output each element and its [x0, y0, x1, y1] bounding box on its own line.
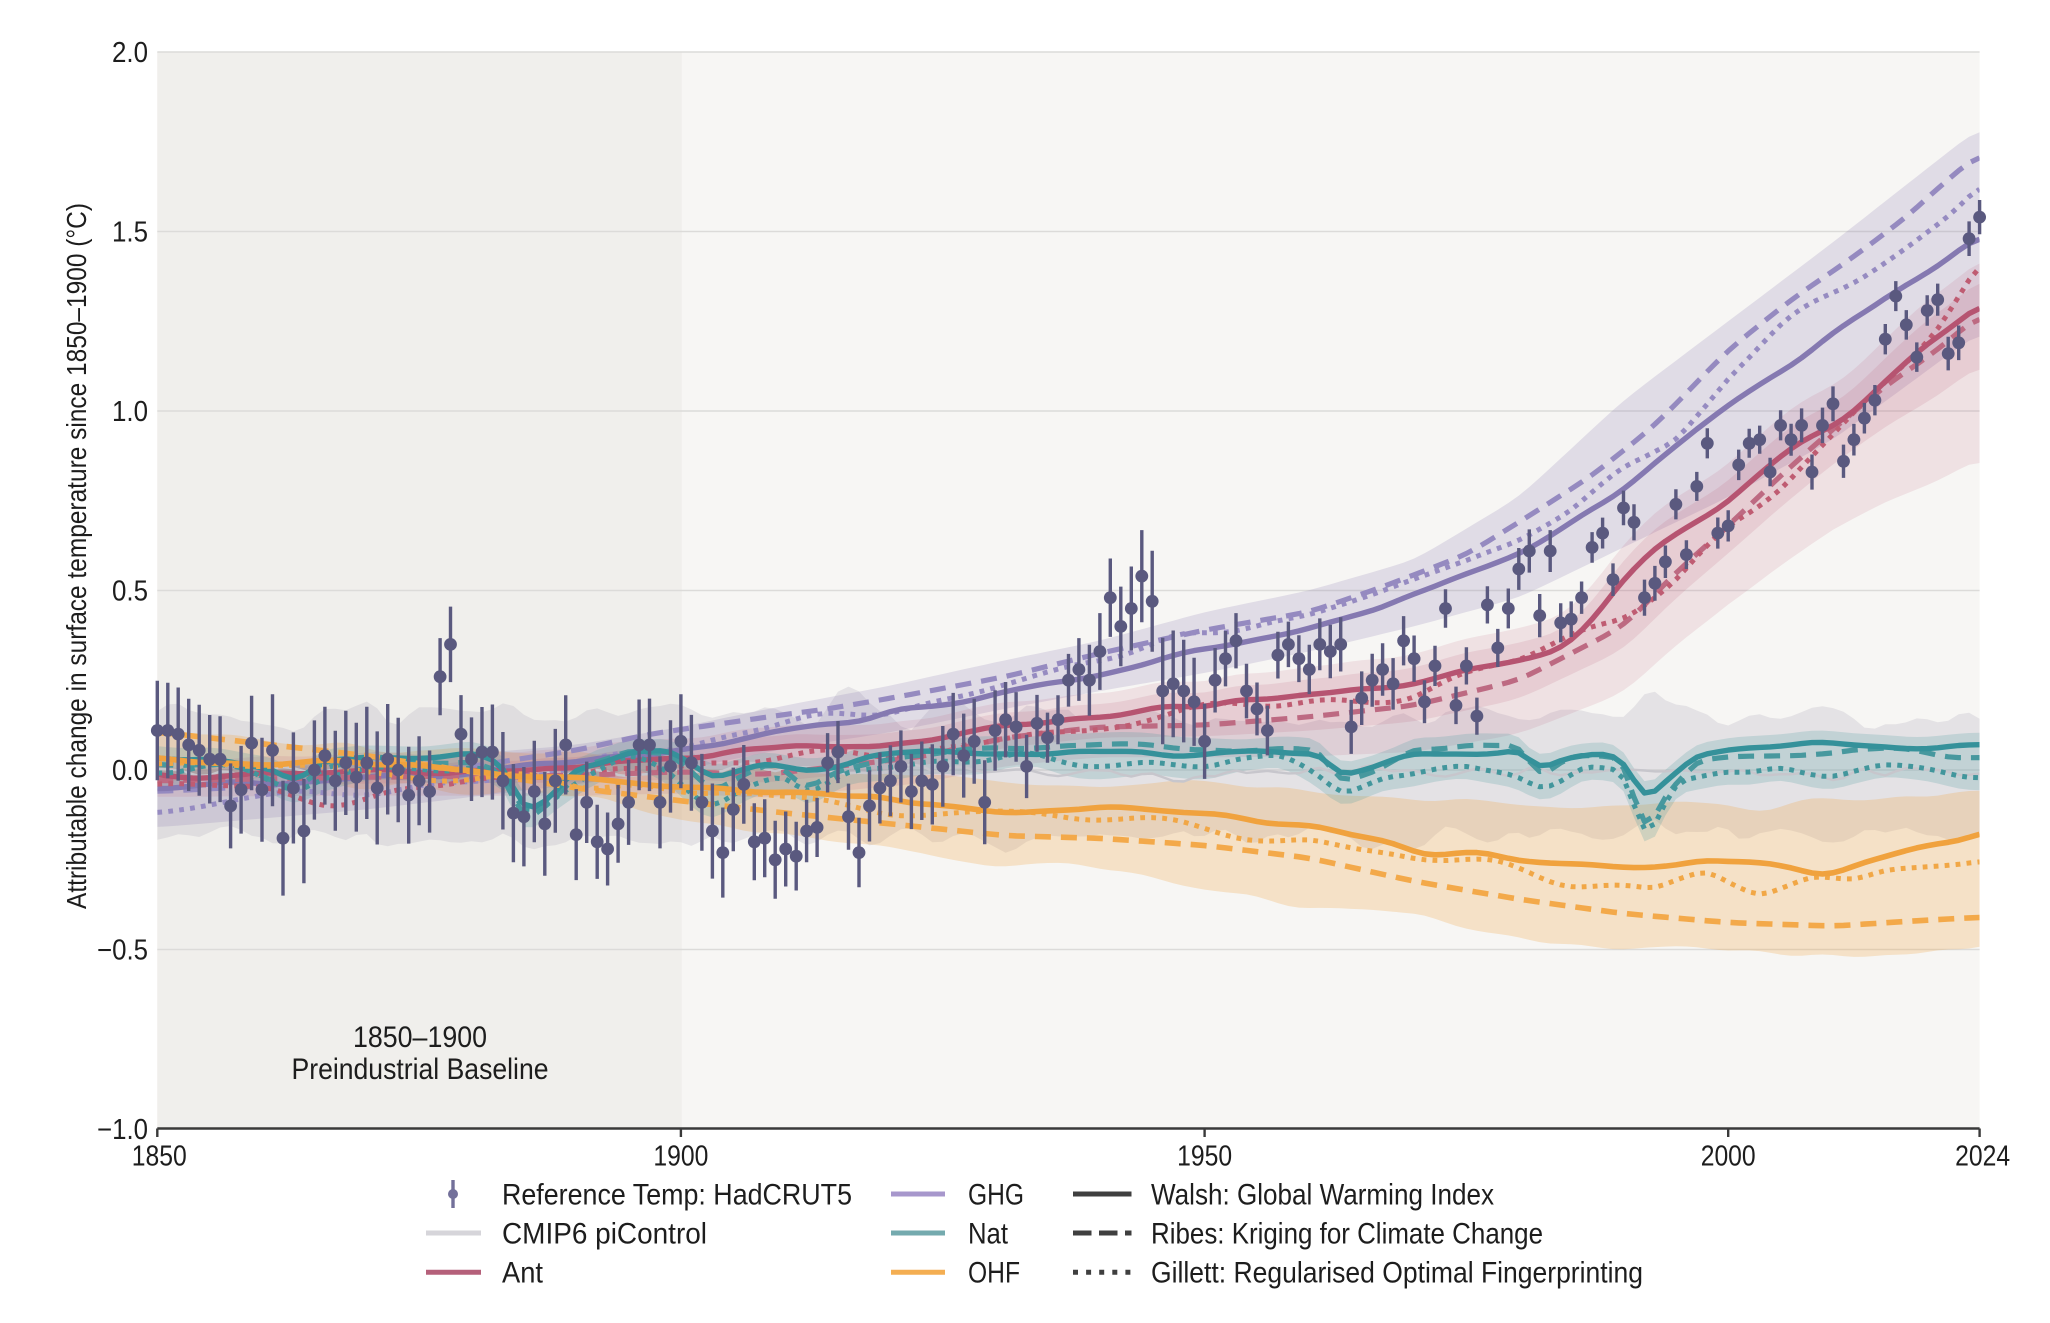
svg-text:Walsh: Global Warming Index: Walsh: Global Warming Index: [1151, 1179, 1494, 1212]
svg-text:1900: 1900: [653, 1141, 708, 1173]
svg-text:0.5: 0.5: [112, 576, 148, 608]
svg-text:Reference Temp: HadCRUT5: Reference Temp: HadCRUT5: [502, 1179, 852, 1212]
svg-text:1.0: 1.0: [112, 396, 148, 428]
svg-text:−1.0: −1.0: [97, 1114, 148, 1146]
svg-text:Attributable change in surface: Attributable change in surface temperatu…: [61, 203, 92, 909]
svg-text:2024: 2024: [1955, 1141, 2010, 1173]
svg-text:1.5: 1.5: [112, 217, 148, 249]
svg-text:GHG: GHG: [968, 1179, 1024, 1212]
svg-text:Ribes: Kriging for Climate Cha: Ribes: Kriging for Climate Change: [1151, 1218, 1543, 1251]
svg-text:1850–1900: 1850–1900: [353, 1021, 487, 1054]
svg-text:Gillett: Regularised Optimal F: Gillett: Regularised Optimal Fingerprint…: [1151, 1257, 1643, 1290]
svg-text:1950: 1950: [1177, 1141, 1232, 1173]
svg-text:2.0: 2.0: [112, 37, 148, 69]
svg-text:2000: 2000: [1701, 1141, 1756, 1173]
svg-text:−0.5: −0.5: [97, 935, 148, 967]
svg-text:1850: 1850: [132, 1141, 187, 1173]
svg-text:Preindustrial Baseline: Preindustrial Baseline: [292, 1053, 549, 1086]
svg-text:CMIP6 piControl: CMIP6 piControl: [502, 1218, 707, 1251]
svg-text:Ant: Ant: [502, 1257, 544, 1290]
svg-text:OHF: OHF: [968, 1257, 1020, 1290]
svg-text:Nat: Nat: [968, 1218, 1009, 1251]
svg-text:0.0: 0.0: [112, 755, 148, 787]
